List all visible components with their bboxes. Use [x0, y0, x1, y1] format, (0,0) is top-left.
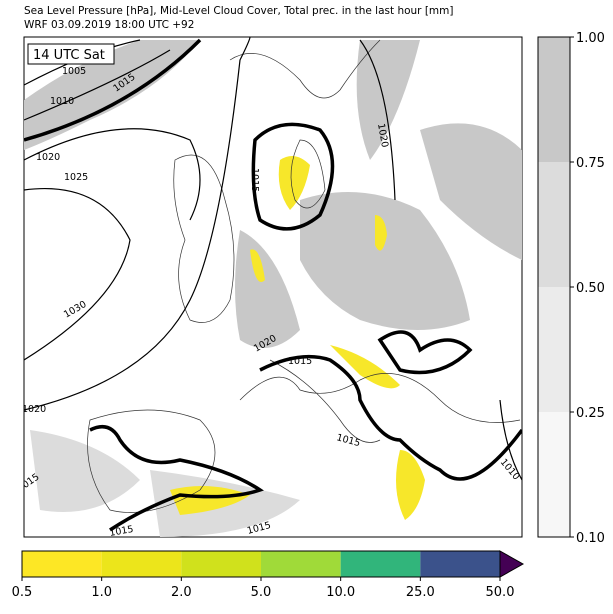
colorbar-tick-label: 0.10 [576, 531, 605, 546]
colorbar-segment [420, 551, 500, 577]
colorbar-tick-label: 1.0 [91, 585, 112, 600]
colorbar-segment [538, 37, 570, 162]
time-label-box [27, 43, 115, 65]
precip-colorbar: 0.5 1.0 2.0 5.0 10.0 25.0 50.0 [12, 550, 525, 600]
colorbar-segment [340, 551, 421, 577]
coastlines [87, 39, 521, 513]
colorbar-tick-label: 0.25 [576, 406, 605, 421]
colorbar-tick-label: 10.0 [326, 585, 355, 600]
colorbar-tick-label: 0.5 [12, 585, 33, 600]
map: 1005 1010 1015 1020 1025 1030 1020 1015 … [22, 36, 523, 539]
cloud-colorbar: 0.10 0.25 0.50 0.75 1.00 [537, 31, 605, 546]
colorbar-tick-label: 0.75 [576, 156, 605, 171]
title: Sea Level Pressure [hPa], Mid-Level Clou… [24, 5, 454, 17]
colorbar-segment [261, 551, 341, 577]
colorbar-tick-label: 2.0 [171, 585, 192, 600]
contour-label: 1020 [36, 152, 60, 163]
colorbar-tick-label: 0.50 [576, 281, 605, 296]
subtitle: WRF 03.09.2019 18:00 UTC +92 [24, 19, 194, 31]
contour-label: 1015 [288, 356, 312, 367]
colorbar-extend [499, 550, 525, 578]
colorbar-tick-label: 1.00 [576, 31, 605, 46]
colorbar-segment [538, 412, 570, 537]
contour-label: 1025 [64, 172, 88, 183]
colorbar-segment [181, 551, 261, 577]
colorbar-segment [101, 551, 182, 577]
contour-label: 1020 [22, 404, 46, 415]
contour-label: 1010 [50, 96, 74, 107]
colorbar-tick-label: 25.0 [406, 585, 435, 600]
colorbar-tick-label: 50.0 [486, 585, 515, 600]
time-label: 14 UTC Sat [33, 48, 105, 63]
contour-label: 1015 [249, 168, 260, 192]
colorbar-segment [22, 551, 102, 577]
colorbar-segment [538, 287, 570, 412]
isobars [24, 37, 522, 532]
precipitation [170, 156, 425, 520]
colorbar-segment [538, 162, 570, 287]
contour-label: 1020 [375, 123, 390, 149]
contour-label: 1015 [109, 524, 135, 539]
colorbar-tick-label: 5.0 [251, 585, 272, 600]
contour-label: 1005 [62, 66, 86, 77]
